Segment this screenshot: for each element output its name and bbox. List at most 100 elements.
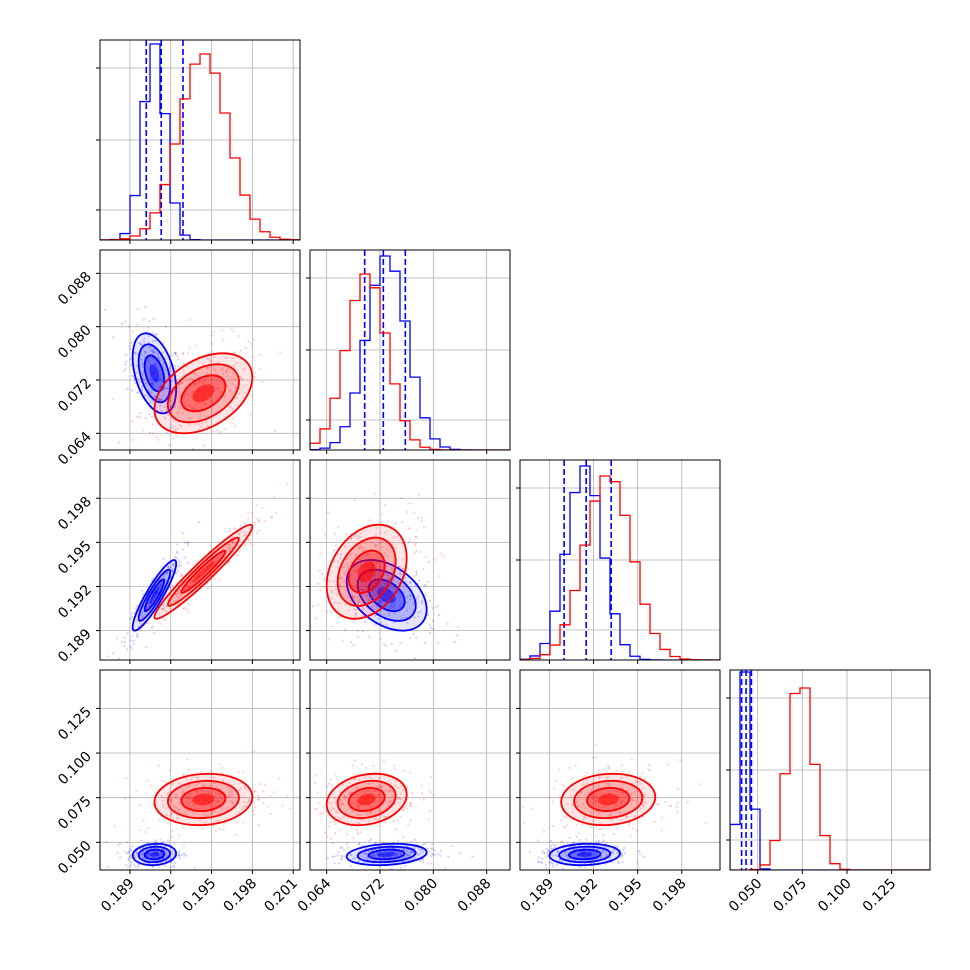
sample-point	[226, 374, 229, 377]
sample-point	[157, 386, 160, 389]
sample-point	[583, 806, 586, 810]
sample-point	[566, 802, 569, 806]
sample-point	[349, 561, 352, 564]
sample-point	[149, 603, 152, 606]
sample-point	[172, 426, 175, 429]
sample-point	[324, 533, 327, 536]
sample-point	[174, 364, 177, 368]
sample-point	[584, 793, 588, 797]
sample-point	[228, 389, 231, 392]
sample-point	[136, 635, 139, 638]
sample-point	[373, 492, 376, 495]
sample-point	[215, 429, 219, 432]
sample-point	[164, 781, 167, 784]
sample-point	[167, 413, 170, 417]
sample-point	[147, 607, 150, 610]
sample-point	[349, 792, 352, 795]
sample-point	[162, 363, 165, 366]
sample-point	[182, 826, 185, 829]
sample-point	[365, 807, 368, 811]
sample-point	[133, 630, 136, 633]
contour-series-1	[357, 793, 376, 806]
sample-point	[558, 871, 560, 873]
sample-point	[152, 577, 155, 580]
sample-point	[179, 425, 183, 428]
sample-point	[336, 602, 339, 605]
sample-point	[210, 810, 214, 813]
sample-point	[365, 594, 368, 598]
sample-point	[232, 417, 235, 420]
sample-point	[363, 589, 366, 592]
histogram-series-0	[100, 43, 300, 240]
sample-point	[202, 783, 205, 787]
sample-point	[339, 577, 343, 580]
sample-point	[189, 796, 192, 799]
sample-point	[394, 784, 397, 787]
sample-point	[403, 769, 406, 772]
sample-point	[307, 597, 309, 599]
sample-point	[133, 855, 136, 858]
sample-point	[209, 429, 212, 432]
sample-point	[150, 415, 154, 418]
sample-point	[233, 425, 236, 428]
sample-point	[354, 613, 357, 616]
sample-point	[422, 525, 426, 528]
sample-point	[182, 548, 185, 551]
sample-point	[136, 635, 139, 638]
sample-point	[123, 640, 126, 644]
sample-point	[224, 357, 228, 360]
sample-point	[332, 820, 335, 823]
sample-point	[548, 850, 551, 853]
sample-point	[589, 850, 592, 853]
sample-point	[439, 850, 442, 853]
sample-point	[315, 807, 319, 811]
y-tick-label: 0.050	[55, 838, 95, 878]
sample-point	[174, 793, 177, 796]
sample-point	[391, 794, 394, 797]
sample-point	[344, 533, 348, 536]
sample-point	[561, 867, 564, 870]
sample-point	[537, 856, 540, 859]
sample-point	[388, 614, 391, 617]
sample-point	[575, 835, 578, 838]
sample-point	[243, 391, 246, 395]
sample-point	[542, 830, 546, 833]
sample-point	[182, 773, 185, 776]
sample-point	[623, 852, 627, 855]
sample-point	[235, 361, 238, 365]
sample-point	[249, 413, 252, 416]
sample-point	[342, 579, 346, 583]
sample-point	[399, 573, 402, 576]
sample-point	[162, 848, 165, 851]
sample-point	[158, 585, 161, 588]
sample-point	[595, 794, 598, 797]
sample-point	[601, 849, 605, 852]
sample-point	[130, 616, 134, 619]
sample-point	[155, 364, 158, 367]
sample-point	[202, 785, 205, 788]
sample-point	[162, 857, 165, 860]
sample-point	[349, 553, 352, 556]
sample-point	[148, 431, 152, 434]
sample-point	[593, 854, 596, 857]
sample-point	[600, 856, 603, 859]
sample-point	[162, 805, 165, 808]
sample-point	[217, 799, 220, 803]
sample-point	[401, 558, 404, 561]
sample-point	[548, 861, 551, 864]
panel-frame	[309, 669, 511, 871]
sample-point	[182, 607, 185, 610]
sample-point	[142, 846, 145, 849]
panel-frame	[309, 459, 511, 661]
sample-point	[231, 541, 234, 544]
sample-point	[174, 352, 177, 355]
sample-point	[186, 757, 189, 761]
sample-point	[126, 852, 129, 855]
sample-point	[590, 850, 593, 853]
sample-point	[222, 339, 225, 342]
sample-point	[418, 860, 422, 863]
sample-point	[223, 395, 227, 398]
sample-point	[169, 602, 172, 606]
sample-point	[423, 641, 426, 645]
sample-point	[199, 412, 202, 416]
